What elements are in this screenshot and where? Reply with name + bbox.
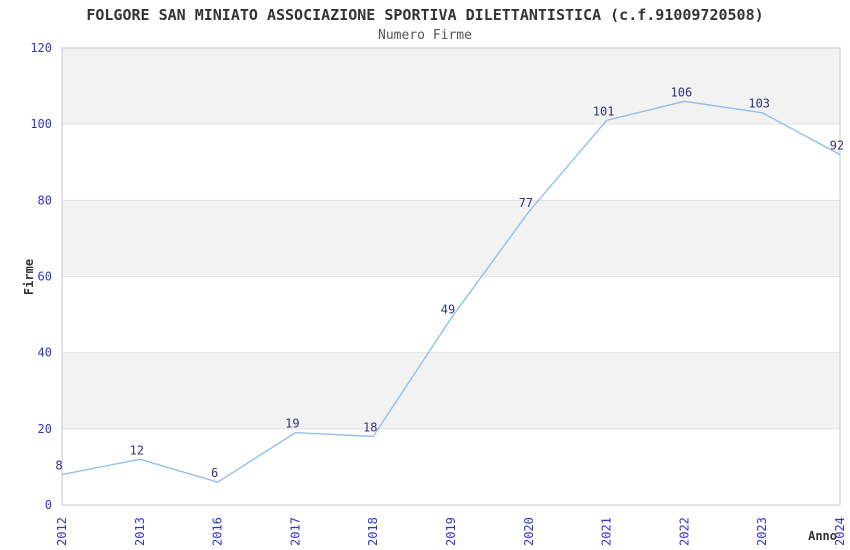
gridlines — [62, 123, 840, 430]
x-axis-title: Anno — [808, 529, 837, 543]
data-point-label: 12 — [130, 443, 144, 457]
x-tick-label: 2022 — [677, 517, 691, 546]
y-tick-label: 0 — [45, 498, 52, 512]
firme-series-line — [61, 100, 841, 483]
x-tick-label: 2020 — [522, 517, 536, 546]
y-tick-label: 100 — [30, 117, 52, 131]
data-point-label: 18 — [363, 420, 377, 434]
x-tick-label: 2013 — [133, 517, 147, 546]
plot-border — [61, 47, 841, 506]
chart-title: FOLGORE SAN MINIATO ASSOCIAZIONE SPORTIV… — [86, 6, 764, 24]
x-tick-label: 2019 — [444, 517, 458, 546]
data-point-label: 6 — [211, 466, 218, 480]
x-tick-label: 2021 — [600, 517, 614, 546]
data-point-label: 101 — [593, 104, 615, 118]
y-tick-label: 40 — [38, 346, 52, 360]
x-tick-label: 2017 — [288, 517, 302, 546]
x-tick-label: 2024 — [833, 517, 847, 546]
y-axis-tick-labels: 0 20 40 60 80 100 120 — [30, 41, 52, 512]
y-axis-title: Firme — [22, 259, 36, 295]
shaded-band — [62, 352, 840, 429]
data-point-label: 19 — [285, 417, 299, 431]
shaded-band — [62, 48, 840, 125]
plot-bands — [62, 48, 840, 429]
x-axis-tick-labels: 2012 2013 2016 2017 2018 2019 2020 2021 2022 2023… — [55, 517, 847, 546]
shaded-band — [62, 200, 840, 277]
y-tick-label: 120 — [30, 41, 52, 55]
y-tick-label: 20 — [38, 422, 52, 436]
data-point-label: 103 — [748, 97, 770, 111]
chart-subtitle: Numero Firme — [378, 28, 472, 43]
y-tick-label: 60 — [38, 270, 52, 284]
x-tick-label: 2018 — [366, 517, 380, 546]
data-point-label: 77 — [519, 196, 533, 210]
data-point-label: 49 — [441, 302, 455, 316]
data-point-label: 106 — [671, 85, 693, 99]
x-tick-label: 2023 — [755, 517, 769, 546]
x-tick-label: 2016 — [211, 517, 225, 546]
data-point-label: 8 — [55, 459, 62, 473]
data-point-labels: 8 12 6 19 18 49 77 101 106 103 92 — [55, 85, 844, 480]
x-tick-label: 2012 — [55, 517, 69, 546]
y-tick-label: 80 — [38, 193, 52, 207]
data-point-label: 92 — [830, 139, 844, 153]
